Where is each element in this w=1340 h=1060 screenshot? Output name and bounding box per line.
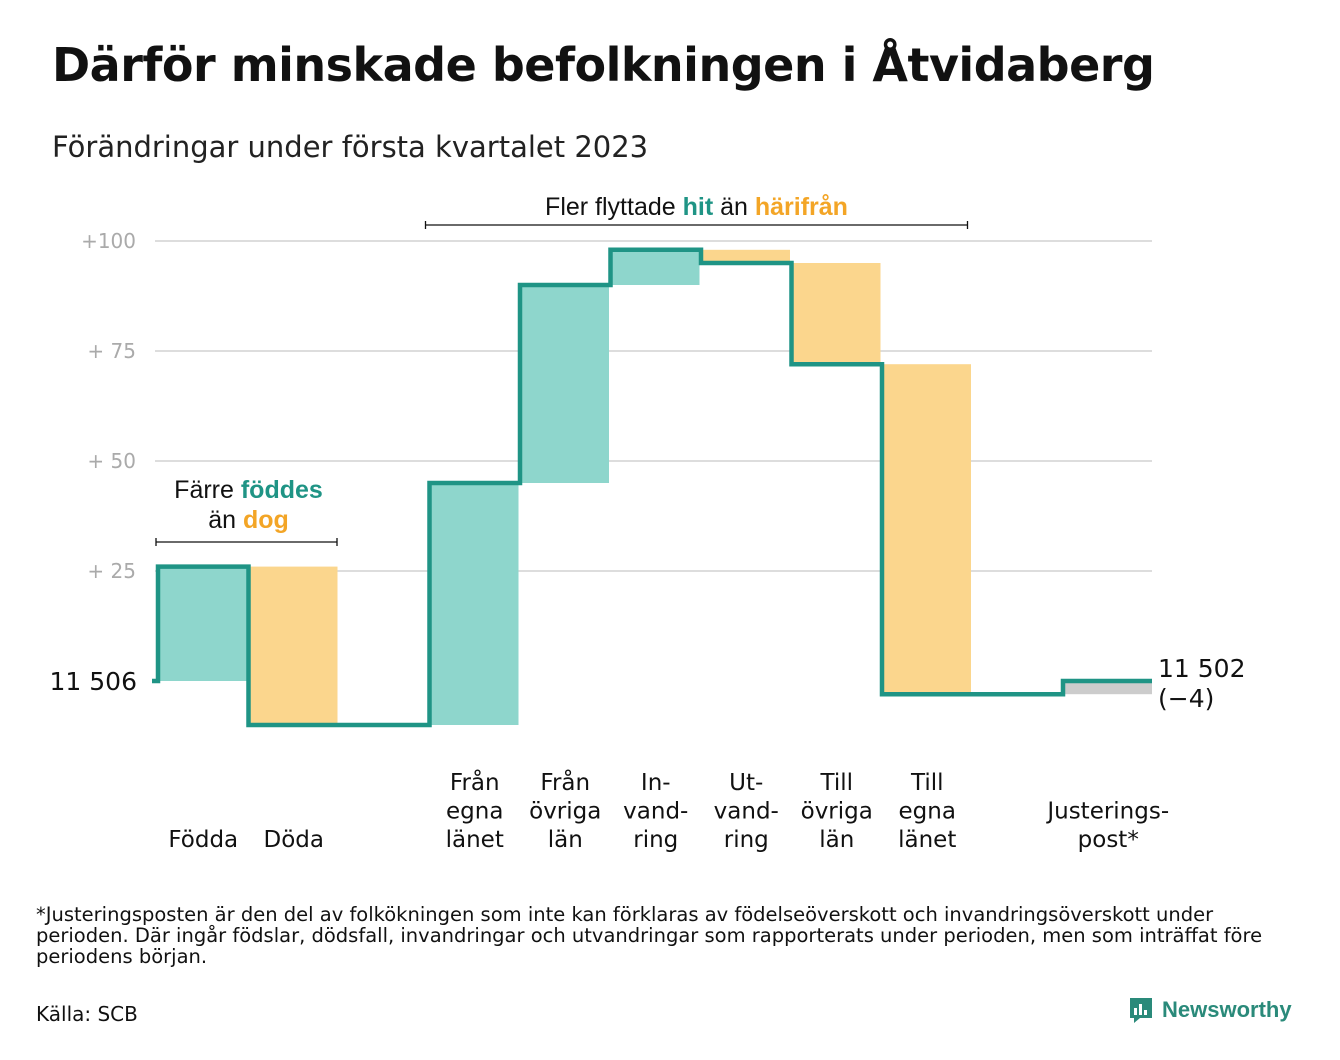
category-label: Födda [168, 827, 238, 853]
category-label: länet [446, 827, 504, 853]
annotation-bracket [424, 221, 969, 229]
y-tick-labels: +100 + 75 + 50 + 25 [81, 229, 136, 583]
category-label: län [819, 827, 854, 853]
category-label: egna [446, 799, 503, 825]
category-label: övriga [529, 799, 601, 825]
bar [249, 566, 338, 725]
y-tick-label: +100 [81, 229, 136, 253]
newsworthy-logo-icon [1130, 998, 1152, 1023]
category-label: Justerings- [1045, 799, 1169, 825]
grid-lines [155, 240, 1152, 572]
annotation-text: Fler flyttade hit än härifrån [545, 193, 848, 221]
annotation-span: Fler flyttade [545, 193, 683, 221]
annotation-span: härifrån [755, 193, 848, 221]
chart-title: Därför minskade befolkningen i Åtvidaber… [52, 38, 1155, 92]
brand-logo[interactable]: Newsworthy [1128, 996, 1292, 1024]
category-label: egna [899, 799, 956, 825]
annotation-text: än dog [208, 506, 289, 534]
bar [521, 285, 609, 483]
step-line-path [152, 247, 1152, 728]
category-label: vand- [714, 799, 779, 825]
category-label: länet [898, 827, 956, 853]
category-label: Ut- [729, 770, 763, 796]
end-label: 11 502 [1158, 654, 1245, 683]
category-label: Döda [264, 827, 324, 853]
category-label: ring [724, 827, 769, 853]
bar [159, 566, 247, 681]
chart-subtitle: Förändringar under första kvartalet 2023 [52, 130, 649, 164]
category-label: Från [450, 768, 500, 796]
category-label: län [548, 827, 583, 853]
bar [702, 249, 790, 263]
annotation-span: än [713, 193, 755, 221]
end-change-label: (−4) [1158, 684, 1214, 713]
category-label: post* [1078, 827, 1139, 853]
category-label: övriga [801, 799, 873, 825]
category-label: ring [633, 827, 678, 853]
y-tick-label: + 25 [87, 559, 136, 583]
bar [430, 483, 519, 725]
annotation-bracket [155, 538, 338, 546]
bar [792, 263, 881, 365]
category-labels: Födda DödaFrånegnalänetFrånövrigalänIn-va… [168, 768, 1169, 853]
annotation-span: Färre [174, 476, 241, 504]
category-label: In- [641, 770, 671, 796]
category-label: Från [540, 768, 590, 796]
annotation-span: föddes [241, 476, 323, 504]
waterfall-chart: +100+ 75+ 50+ 25 Födda DödaFrånegnalänetF… [50, 193, 1246, 853]
bar [611, 249, 700, 285]
step-line [152, 247, 1152, 728]
y-tick-label: + 50 [87, 449, 136, 473]
source: Källa: SCB [36, 1002, 138, 1026]
annotation-span: dog [243, 506, 289, 534]
category-label: vand- [623, 799, 688, 825]
footnote: *Justeringsposten är den del av folkökni… [36, 903, 1263, 968]
annotation-text: Färre föddes [174, 476, 323, 504]
end-labels: 11 506 11 502(−4) [50, 654, 1246, 713]
annotation-span: än [208, 506, 243, 534]
bar [1064, 681, 1152, 695]
bars [159, 249, 1152, 725]
annotation-span: hit [683, 193, 714, 221]
category-label: Till [910, 770, 944, 796]
category-label: Till [819, 770, 853, 796]
brand-name: Newsworthy [1162, 997, 1292, 1022]
y-tick-label: + 75 [87, 339, 136, 363]
bar [883, 364, 971, 695]
start-label: 11 506 [50, 667, 137, 696]
